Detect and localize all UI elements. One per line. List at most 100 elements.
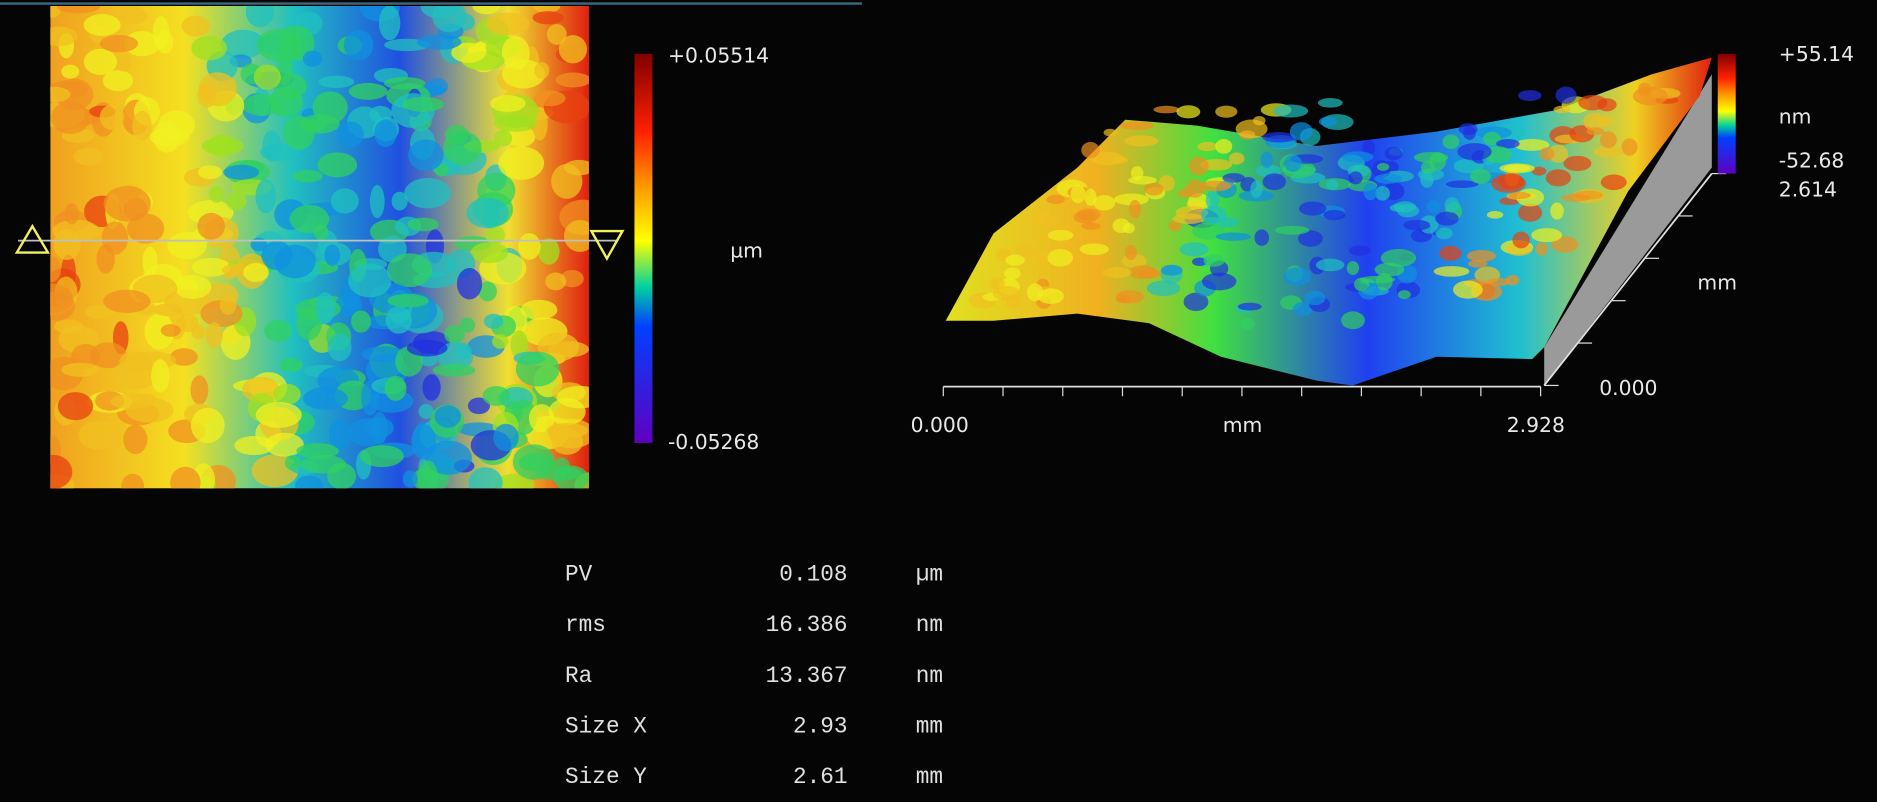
surface-blob [1556, 87, 1577, 104]
height-blob [301, 455, 346, 474]
height-blob [242, 94, 282, 116]
height-blob [545, 273, 566, 291]
height-blob [110, 394, 154, 409]
surface-blob [1435, 228, 1452, 240]
surface-blob [1323, 210, 1345, 220]
surface-blob [1238, 303, 1262, 311]
surface-blob [1131, 166, 1143, 180]
surface-blob [1354, 278, 1369, 292]
height-blob [102, 221, 128, 254]
height-blob [348, 264, 391, 298]
height-blob [328, 334, 352, 362]
height-blob [485, 226, 505, 245]
height-blob [423, 374, 441, 401]
height-blob [516, 352, 560, 387]
surface-blob [1124, 135, 1158, 146]
surface-blob [1273, 104, 1308, 117]
height-blob [486, 13, 530, 36]
surface-blob [1236, 119, 1268, 138]
surface-blob [1186, 180, 1205, 198]
stat-unit: µm [916, 562, 943, 588]
height-blob [324, 244, 340, 266]
surface-blob [1563, 156, 1591, 171]
profile-marker-right[interactable] [591, 231, 622, 259]
height-blob [384, 77, 426, 89]
profile-marker-left[interactable] [17, 226, 48, 252]
surface-blob [1349, 245, 1371, 256]
height-blob [435, 405, 461, 427]
surface-blob [1470, 169, 1491, 184]
height-blob [459, 318, 475, 333]
height-blob [443, 131, 481, 165]
surface-blob [1116, 295, 1132, 303]
height-blob [100, 35, 138, 52]
height-blob [538, 238, 559, 264]
height-blob [143, 246, 158, 276]
surface-blob [1445, 197, 1460, 212]
surface-blob [1038, 288, 1064, 304]
height-blob [360, 445, 404, 467]
surface-blob [1504, 165, 1530, 172]
height-blob [351, 310, 371, 332]
height-blob [385, 376, 407, 401]
height-blob [199, 72, 237, 106]
height-blob [174, 275, 211, 299]
height-blob [209, 186, 224, 203]
height-blob [407, 218, 439, 232]
height-blob [254, 65, 281, 90]
height-blob [256, 402, 302, 428]
height-blob [121, 474, 144, 499]
surface-blob [1263, 173, 1286, 190]
z-unit: nm [1779, 104, 1812, 128]
surface-blob [1189, 157, 1209, 176]
surface-blob [1512, 232, 1530, 249]
height-blob [261, 241, 292, 270]
stat-label: Size Y [565, 764, 647, 790]
height-blob [374, 119, 397, 147]
surface-blob [1085, 189, 1097, 206]
surface-blob [1326, 179, 1339, 190]
surface-blob [1147, 281, 1180, 296]
height-blob [257, 29, 303, 62]
surface-blob [1304, 291, 1325, 305]
surface-blob [1384, 147, 1402, 161]
surface-blob [1487, 278, 1510, 286]
colorbar-min: -0.05268 [668, 430, 759, 454]
colorbar-unit: µm [730, 238, 763, 262]
height-blob [492, 334, 508, 349]
surface-blob [1377, 163, 1390, 171]
stat-value: 0.108 [779, 562, 847, 588]
height-blob [132, 111, 151, 141]
surface-blob [1622, 138, 1638, 155]
x-axis-ticks [943, 387, 1540, 397]
height-blob [403, 97, 445, 112]
height-blob [103, 290, 150, 313]
surface-blob [1275, 226, 1309, 235]
surface-blob [1376, 273, 1393, 290]
surface-blob [1254, 229, 1269, 245]
surface-blob [1290, 122, 1313, 140]
surface-blob [1550, 202, 1564, 219]
surface-blob [1203, 254, 1224, 267]
height-blob [427, 78, 448, 95]
height-blob [344, 30, 373, 60]
height-blob [370, 185, 385, 218]
height-blob [74, 148, 104, 166]
surface-blob [1509, 192, 1531, 199]
height-blob [313, 91, 348, 123]
height-blob [256, 179, 276, 213]
surface-blob [1202, 273, 1237, 291]
height-blob [197, 213, 225, 240]
height-blob [39, 87, 70, 102]
surface-blob [1435, 212, 1458, 226]
surface-blob [1216, 233, 1252, 241]
surface-blob [1215, 139, 1232, 154]
surface-blob [1439, 246, 1461, 261]
height-blob [234, 436, 273, 455]
height-blob [64, 203, 78, 224]
surface-blob [1318, 98, 1343, 108]
height-blob [519, 453, 554, 471]
surface-blob [1518, 90, 1542, 101]
surface-blob [1531, 228, 1562, 242]
height-blob [483, 386, 510, 406]
